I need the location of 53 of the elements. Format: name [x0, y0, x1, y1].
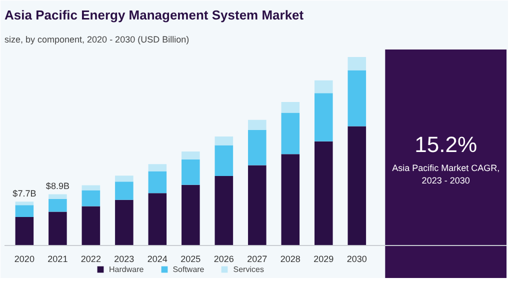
bar	[281, 154, 300, 246]
x-tick-label: 2029	[314, 254, 334, 264]
bar	[348, 70, 366, 126]
x-tick-label: 2023	[114, 254, 134, 264]
bar	[182, 152, 200, 160]
x-tick-label: 2027	[247, 254, 268, 264]
bar	[48, 194, 67, 199]
x-tick-label: 2024	[147, 254, 168, 264]
bar	[15, 202, 34, 206]
bar	[115, 176, 134, 182]
bar	[348, 126, 366, 246]
bar	[15, 205, 34, 217]
bar	[314, 80, 333, 94]
bar	[314, 93, 333, 142]
bar	[115, 182, 134, 200]
annotation: $7.7B	[12, 188, 36, 199]
text: Asia Pacific Market CAGR, 2023 - 2030	[392, 162, 500, 186]
legend-label: Software	[172, 264, 204, 274]
bar	[182, 159, 200, 185]
bar	[248, 165, 266, 246]
x-tick-label: 2021	[48, 254, 68, 264]
bar	[281, 102, 300, 113]
x-tick-label: 2025	[180, 254, 201, 264]
bar	[248, 120, 266, 130]
bar	[182, 184, 200, 246]
x-tick-label: 2028	[280, 254, 300, 264]
text: 15.2%	[414, 132, 478, 158]
x-tick-label: 2026	[214, 254, 234, 264]
bar	[15, 216, 34, 246]
bar	[214, 145, 234, 176]
bar	[314, 141, 333, 246]
bar	[214, 176, 234, 246]
chart-subtitle: size, by component, 2020 - 2030 (USD Billion)	[4, 34, 190, 44]
x-tick-label: 2020	[14, 254, 34, 264]
bar	[148, 164, 167, 172]
bar	[48, 212, 67, 246]
legend-label: Services	[233, 264, 264, 274]
bar	[148, 171, 167, 194]
chart-title: Asia Pacific Energy Management System Market	[4, 8, 304, 22]
annotation: $8.9B	[46, 181, 70, 192]
x-tick-label: 2022	[80, 254, 101, 264]
bar	[82, 185, 100, 190]
bar	[148, 193, 167, 246]
x-tick-label: 2030	[346, 254, 367, 264]
bar	[281, 112, 300, 154]
legend-label: Hardware	[109, 264, 144, 274]
bar	[214, 136, 234, 146]
bar	[82, 190, 100, 206]
bar	[248, 130, 266, 166]
bar	[82, 206, 100, 246]
bar	[348, 57, 366, 70]
bar	[48, 198, 67, 212]
bar	[115, 200, 134, 246]
